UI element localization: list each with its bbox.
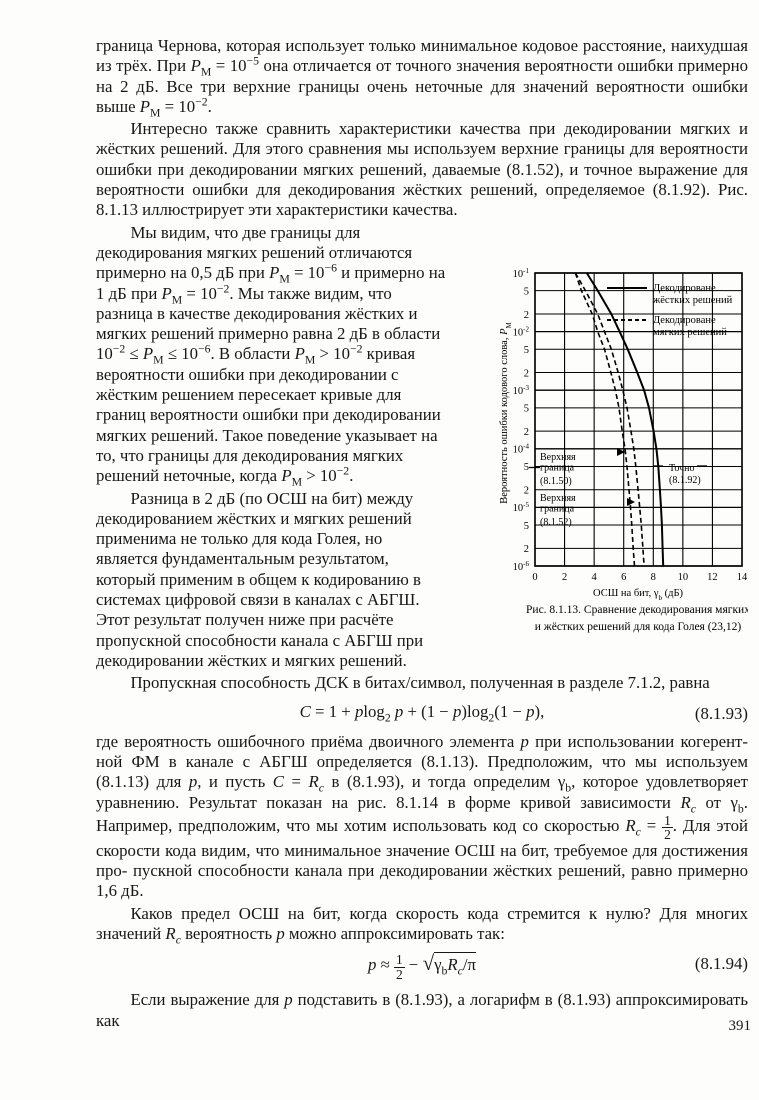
svg-text:8: 8	[651, 572, 656, 583]
svg-text:(8.1.52): (8.1.52)	[540, 517, 572, 528]
svg-text:жёстких решений: жёстких решений	[652, 295, 733, 306]
svg-text:12: 12	[707, 572, 718, 583]
svg-text:5: 5	[524, 462, 529, 473]
svg-text:10-3: 10-3	[513, 384, 530, 397]
svg-text:граница: граница	[540, 503, 575, 514]
svg-text:10-6: 10-6	[513, 559, 530, 572]
svg-text:2: 2	[524, 427, 529, 438]
svg-text:Вероятность ошибки кодового сл: Вероятность ошибки кодового слова, PM	[499, 321, 513, 503]
svg-text:2: 2	[524, 368, 529, 379]
svg-text:10-4: 10-4	[513, 442, 530, 455]
svg-text:5: 5	[524, 403, 529, 414]
svg-text:14: 14	[737, 572, 748, 583]
svg-text:(8.1.92): (8.1.92)	[669, 475, 701, 486]
svg-text:10-1: 10-1	[513, 268, 530, 280]
svg-text:и жёстких решений для кода Гол: и жёстких решений для кода Голея (23,12)	[535, 621, 742, 633]
svg-text:Декодироване: Декодироване	[653, 283, 716, 294]
svg-text:2: 2	[524, 544, 529, 555]
svg-text:граница: граница	[540, 462, 575, 473]
svg-text:(8.1.50): (8.1.50)	[540, 476, 572, 487]
svg-text:Декодироване: Декодироване	[653, 315, 716, 326]
svg-text:мягких решений: мягких решений	[653, 327, 727, 338]
svg-text:ОСШ на бит, γb (дБ): ОСШ на бит, γb (дБ)	[593, 588, 683, 602]
svg-text:5: 5	[524, 520, 529, 531]
svg-text:10-5: 10-5	[513, 501, 530, 514]
svg-text:10: 10	[678, 572, 689, 583]
svg-text:0: 0	[532, 572, 537, 583]
svg-text:2: 2	[524, 485, 529, 496]
svg-text:Точно: Точно	[669, 463, 694, 474]
svg-text:5: 5	[524, 345, 529, 356]
svg-text:10-2: 10-2	[513, 325, 530, 338]
svg-text:5: 5	[524, 286, 529, 297]
svg-text:Рис. 8.1.13. Сравнение декодир: Рис. 8.1.13. Сравнение декодирования мяг…	[526, 604, 748, 616]
svg-text:2: 2	[524, 309, 529, 320]
svg-text:2: 2	[562, 572, 567, 583]
svg-text:Верхняя: Верхняя	[540, 493, 576, 504]
svg-text:Верхняя: Верхняя	[540, 452, 576, 463]
svg-text:6: 6	[621, 572, 626, 583]
svg-text:4: 4	[592, 572, 598, 583]
